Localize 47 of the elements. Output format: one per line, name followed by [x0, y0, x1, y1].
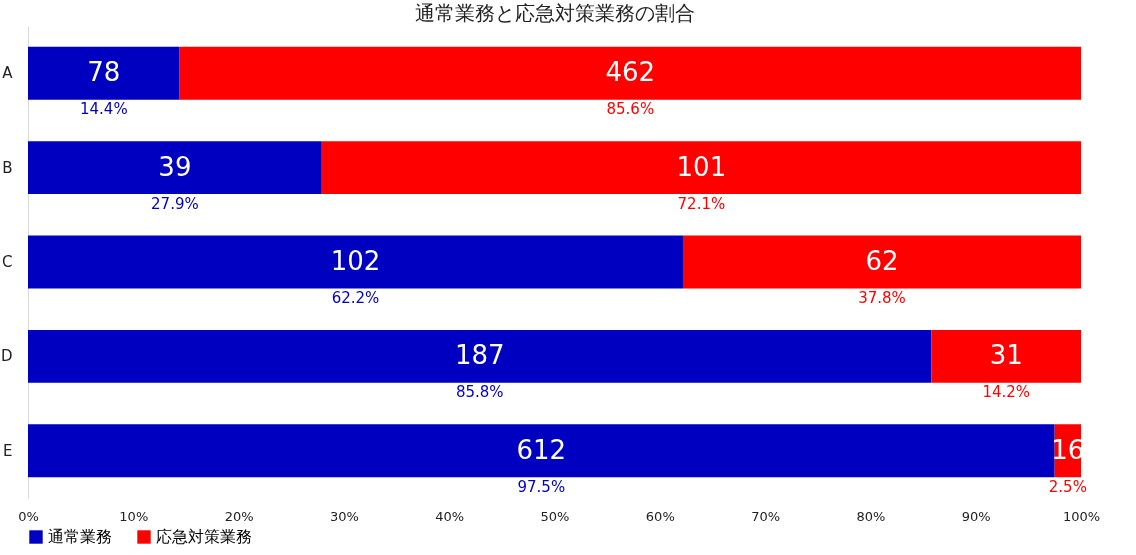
- data-label: 62.2%: [331, 289, 380, 307]
- chart-title: 通常業務と応急対策業務の割合: [414, 1, 695, 25]
- legend-label: 応急対策業務: [156, 527, 252, 546]
- data-label: 72.1%: [677, 194, 726, 213]
- x-tick-label: 30%: [329, 508, 359, 524]
- x-tick-label: 80%: [856, 508, 886, 524]
- data-label: 37.8%: [858, 289, 906, 307]
- y-tick-label: A: [2, 64, 14, 83]
- data-label: 14.2%: [982, 383, 1031, 402]
- data-label: 97.5%: [517, 477, 566, 496]
- bar: [28, 329, 932, 383]
- y-tick-label: D: [0, 347, 13, 366]
- y-tick-label: E: [3, 441, 13, 460]
- bar: [28, 46, 180, 100]
- bar: [28, 141, 322, 195]
- y-tick-label: B: [2, 158, 13, 177]
- annotation: 612: [516, 434, 567, 465]
- annotation: 187: [454, 340, 505, 371]
- data-label: 85.8%: [455, 383, 504, 402]
- x-tick-label: 90%: [961, 508, 991, 524]
- x-tick-label: 0%: [18, 508, 39, 524]
- annotation: 78: [87, 57, 121, 88]
- x-tick-label: 60%: [645, 508, 675, 524]
- x-tick-label: 10%: [119, 508, 149, 524]
- bar: [682, 235, 1081, 289]
- data-label: 2.5%: [1048, 477, 1087, 496]
- bar: [321, 141, 1081, 195]
- data-label: 27.9%: [151, 194, 199, 213]
- x-tick-label: 40%: [435, 508, 465, 524]
- bar: [28, 424, 1055, 478]
- annotation: 101: [676, 151, 727, 182]
- annotation: 39: [158, 151, 192, 182]
- annotation: 31: [989, 340, 1023, 371]
- annotation: 462: [605, 57, 656, 88]
- y-tick-label: C: [2, 253, 13, 271]
- data-label: 85.6%: [606, 100, 655, 119]
- annotation: 102: [330, 246, 381, 276]
- legend-label: 通常業務: [48, 527, 112, 546]
- bar: [931, 329, 1081, 383]
- data-label: 14.4%: [79, 100, 128, 119]
- bar: [179, 46, 1081, 100]
- x-tick-label: 100%: [1062, 508, 1101, 524]
- x-tick-label: 20%: [224, 508, 254, 524]
- bar: [28, 235, 683, 289]
- x-tick-label: 50%: [540, 508, 570, 524]
- annotation: 62: [865, 246, 899, 276]
- x-tick-label: 70%: [751, 508, 781, 524]
